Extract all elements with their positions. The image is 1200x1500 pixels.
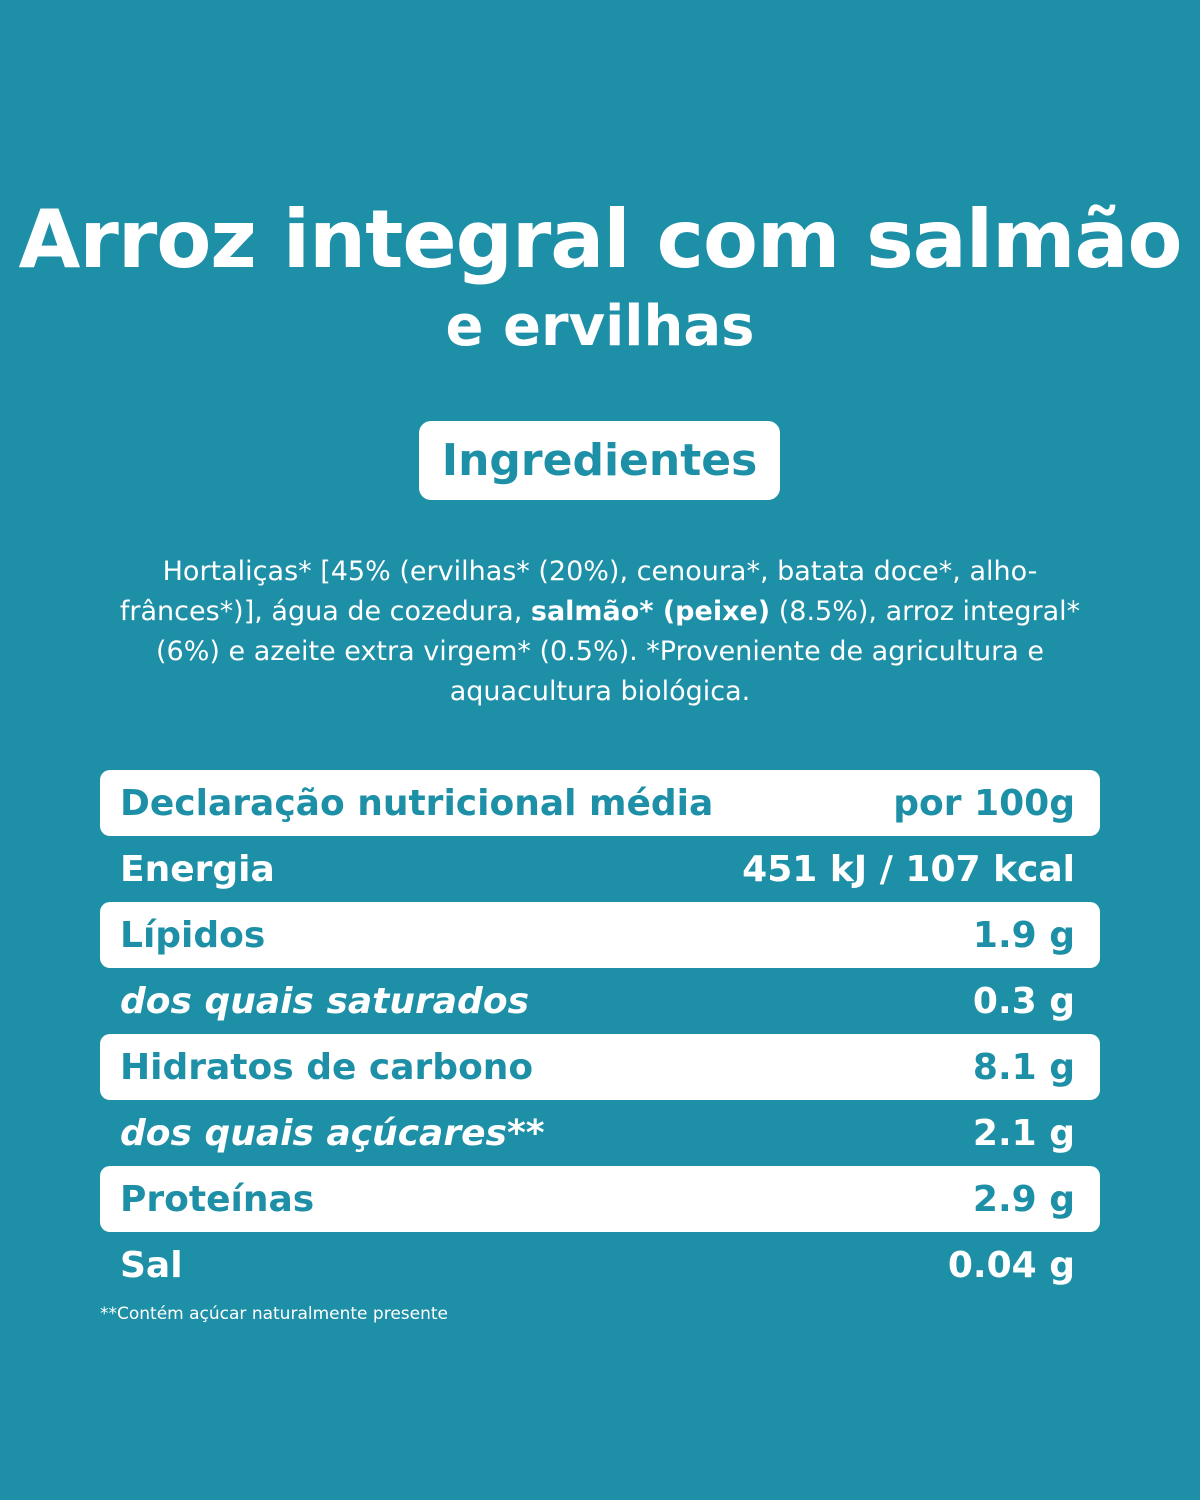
ingredients-text: Hortaliças* [45% (ervilhas* (20%), cenou…: [100, 552, 1100, 712]
ingredients-text-part1: Hortaliças* [45% (ervilhas* (20%), cenou…: [119, 556, 1038, 627]
footnote: **Contém açúcar naturalmente presente: [100, 1304, 448, 1324]
nutrition-row-value: 2.1 g: [972, 1112, 1075, 1154]
product-subtitle: e ervilhas: [445, 294, 755, 359]
nutrition-row-value: 451 kJ / 107 kcal: [742, 848, 1075, 890]
nutrition-row-label: Energia: [120, 848, 275, 890]
product-title: Arroz integral com salmão: [18, 193, 1183, 286]
nutrition-row-saturates: dos quais saturados 0.3 g: [100, 968, 1100, 1034]
nutrition-header-row: Declaração nutricional média por 100g: [100, 770, 1100, 836]
ingredients-text-part2: (8.5%), arroz integral* (6%) e azeite ex…: [156, 596, 1081, 707]
nutrition-row-value: 8.1 g: [972, 1046, 1075, 1088]
nutrition-row-label: Sal: [120, 1244, 183, 1286]
nutrition-row-fat: Lípidos 1.9 g: [100, 902, 1100, 968]
nutrition-row-value: 0.04 g: [947, 1244, 1075, 1286]
nutrition-row-energy: Energia 451 kJ / 107 kcal: [100, 836, 1100, 902]
ingredients-allergen: salmão* (peixe): [530, 596, 771, 627]
nutrition-row-carbohydrates: Hidratos de carbono 8.1 g: [100, 1034, 1100, 1100]
nutrition-header-value: por 100g: [893, 782, 1075, 824]
nutrition-row-value: 0.3 g: [972, 980, 1075, 1022]
nutrition-row-label: Lípidos: [120, 914, 266, 956]
nutrition-header-label: Declaração nutricional média: [120, 782, 714, 824]
nutrition-row-value: 2.9 g: [972, 1178, 1075, 1220]
nutrition-row-protein: Proteínas 2.9 g: [100, 1166, 1100, 1232]
nutrition-row-value: 1.9 g: [972, 914, 1075, 956]
nutrition-row-label: dos quais açúcares**: [120, 1112, 545, 1154]
nutrition-row-label: Proteínas: [120, 1178, 315, 1220]
nutrition-row-sugars: dos quais açúcares** 2.1 g: [100, 1100, 1100, 1166]
ingredients-heading: Ingredientes: [419, 421, 780, 500]
nutrition-row-label: Hidratos de carbono: [120, 1046, 534, 1088]
nutrition-row-label: dos quais saturados: [120, 980, 529, 1022]
nutrition-row-salt: Sal 0.04 g: [100, 1232, 1100, 1298]
nutrition-table: Declaração nutricional média por 100g En…: [100, 770, 1100, 1298]
